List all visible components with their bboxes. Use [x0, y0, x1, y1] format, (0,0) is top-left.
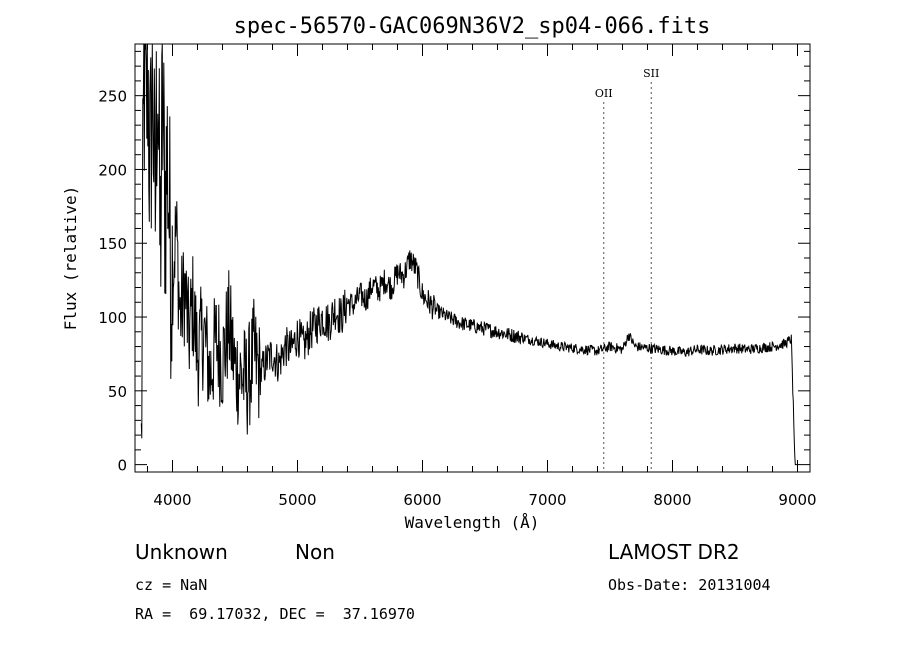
object-class: Unknown: [135, 540, 228, 564]
emission-line-label: OII: [595, 87, 613, 100]
y-axis-label: Flux (relative): [61, 186, 80, 331]
coordinates: RA = 69.17032, DEC = 37.16970: [135, 605, 415, 623]
emission-lines: OII SII: [595, 67, 659, 472]
y-tick-label: 0: [117, 457, 127, 475]
y-tick-label: 250: [98, 88, 127, 106]
survey-name: LAMOST DR2: [608, 540, 740, 564]
x-tick-label: 7000: [528, 491, 566, 509]
redshift-value: cz = NaN: [135, 576, 207, 594]
x-tick-label: 6000: [403, 491, 441, 509]
emission-line-label: SII: [643, 67, 659, 80]
x-tick-label: 4000: [153, 491, 191, 509]
x-axis-label: Wavelength (Å): [405, 513, 540, 532]
x-tick-label: 8000: [653, 491, 691, 509]
flux-series-line: [140, 43, 798, 466]
y-tick-label: 50: [108, 383, 127, 401]
x-axis: 4000 5000 6000 7000 8000 9000: [147, 44, 817, 509]
y-axis: 0 50 100 150 200 250: [98, 50, 810, 475]
obs-date: Obs-Date: 20131004: [608, 576, 771, 594]
chart-title: spec-56570-GAC069N36V2_sp04-066.fits: [234, 14, 711, 39]
x-tick-label: 5000: [278, 491, 316, 509]
y-tick-label: 150: [98, 235, 127, 253]
y-tick-label: 200: [98, 161, 127, 179]
object-subclass: Non: [295, 540, 335, 564]
x-tick-label: 9000: [778, 491, 816, 509]
y-tick-label: 100: [98, 309, 127, 327]
